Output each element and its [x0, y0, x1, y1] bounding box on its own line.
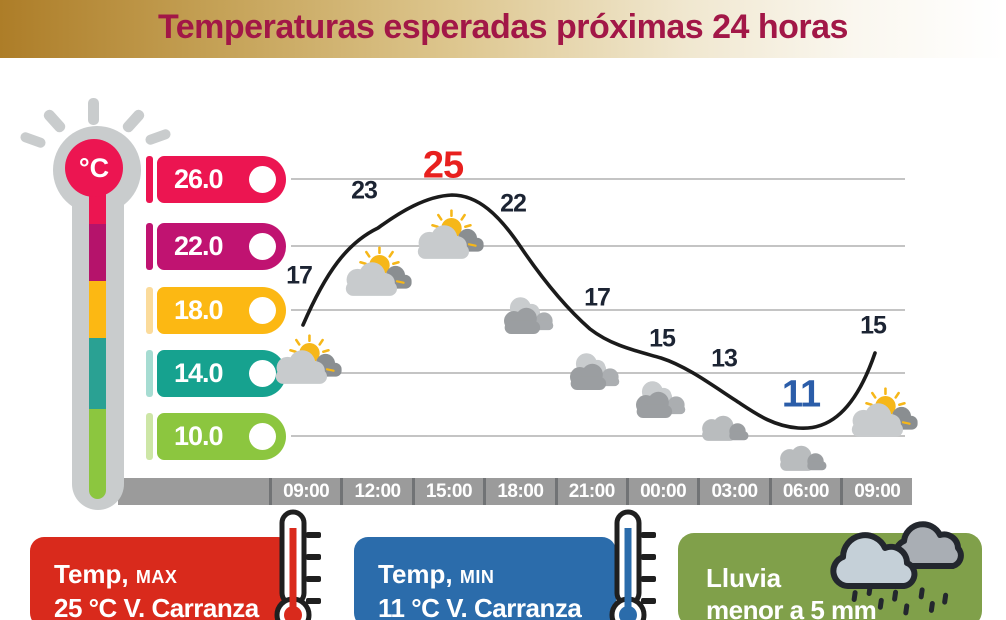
axis-label-text: 10.0 [174, 421, 224, 451]
axis-label-text: 14.0 [174, 358, 224, 388]
temp-label-0900: 17 [286, 261, 313, 290]
card-title-main: Lluvia [706, 563, 782, 593]
card-title-main: Temp, [54, 559, 129, 589]
thermometer-min-icon [605, 508, 665, 620]
pill-dot [249, 233, 276, 260]
cloudy-icon [570, 353, 620, 391]
card-title: Temp, MAX [54, 559, 177, 590]
card-title: Lluvia [706, 563, 781, 594]
title-banner: Temperaturas esperadas próximas 24 horas [0, 0, 1006, 58]
thermometer-ray [88, 98, 99, 125]
gridline-22 [291, 245, 905, 247]
temp-label-max: 25 [422, 144, 464, 187]
temp-max-card: Temp, MAX 25 °C V. Carranza [30, 537, 292, 620]
temp-label-2100: 17 [584, 283, 611, 312]
temp-label-1200: 23 [351, 176, 378, 205]
page-title: Temperaturas esperadas próximas 24 horas [158, 8, 848, 46]
card-title-small: MAX [135, 567, 178, 587]
axis-tick-22 [146, 223, 153, 270]
thermometer-tube-segment [89, 281, 106, 338]
temp-label-min: 11 [781, 373, 821, 416]
time-tick: 18:00 [483, 478, 554, 505]
cloudy-icon [504, 297, 554, 335]
axis-tick-26 [146, 156, 153, 203]
axis-label-text: 22.0 [174, 231, 224, 261]
time-axis-spacer [118, 478, 269, 505]
temp-label-0900b: 15 [860, 311, 887, 340]
time-tick: 21:00 [554, 478, 626, 505]
pill-dot [249, 166, 276, 193]
gridline-26 [291, 178, 905, 180]
axis-tick-10 [146, 413, 153, 460]
partly-sunny-icon [850, 387, 919, 439]
card-title-main: Temp, [378, 559, 453, 589]
axis-label-10: 10.0 [157, 413, 286, 460]
thermometer-max-icon [270, 508, 330, 620]
temp-label-0000: 15 [649, 324, 676, 353]
pill-dot [249, 360, 276, 387]
card-value: menor a 5 mm [706, 595, 877, 620]
gridline-10 [291, 435, 905, 437]
temperature-curve [301, 193, 877, 431]
time-tick: 09:00 [840, 478, 911, 505]
partly-sunny-icon [274, 334, 343, 386]
thermometer-tube-segment [89, 192, 106, 224]
night-cloudy-icon [780, 430, 827, 471]
cloudy-icon [636, 381, 686, 419]
thermometer-tube-segment [89, 224, 106, 281]
card-title-small: MIN [459, 567, 495, 587]
time-tick: 12:00 [340, 478, 411, 505]
time-tick: 09:00 [269, 478, 340, 505]
temp-label-0300: 13 [711, 344, 738, 373]
thermometer-tube-segment [89, 338, 106, 409]
time-axis: 09:00 12:00 15:00 18:00 21:00 00:00 03:0… [118, 478, 912, 505]
axis-label-text: 26.0 [174, 164, 224, 194]
time-tick: 15:00 [411, 478, 483, 505]
partly-sunny-icon [344, 246, 413, 298]
time-tick: 00:00 [625, 478, 697, 505]
rain-cloud-icon [822, 500, 972, 620]
card-value: 25 °C V. Carranza [54, 593, 259, 620]
card-title: Temp, MIN [378, 559, 494, 590]
axis-tick-14 [146, 350, 153, 397]
axis-label-22: 22.0 [157, 223, 286, 270]
axis-tick-18 [146, 287, 153, 334]
time-tick: 03:00 [697, 478, 768, 505]
temp-label-1800: 22 [500, 189, 527, 218]
pill-dot [249, 423, 276, 450]
partly-sunny-icon [416, 209, 485, 261]
axis-label-14: 14.0 [157, 350, 286, 397]
axis-label-18: 18.0 [157, 287, 286, 334]
temp-min-card: Temp, MIN 11 °C V. Carranza [354, 537, 616, 620]
pill-dot [249, 297, 276, 324]
celsius-badge: °C [65, 139, 123, 197]
axis-label-26: 26.0 [157, 156, 286, 203]
gridline-18 [291, 309, 905, 311]
card-value: 11 °C V. Carranza [378, 593, 582, 620]
axis-label-text: 18.0 [174, 295, 224, 325]
time-tick: 06:00 [768, 478, 840, 505]
thermometer-tube-segment [89, 409, 106, 499]
